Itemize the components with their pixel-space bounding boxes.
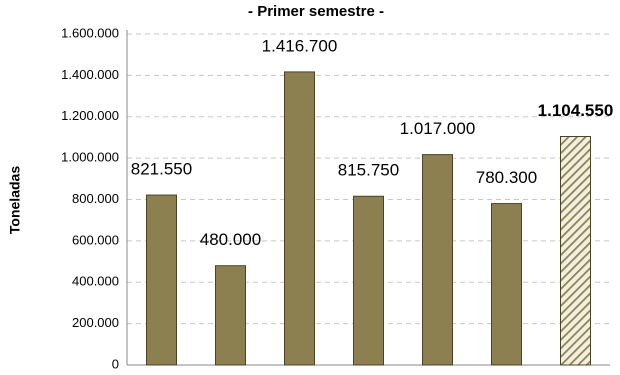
bar — [146, 194, 177, 366]
y-tick-label: 1.400.000 — [61, 67, 119, 82]
value-label: 780.300 — [476, 168, 537, 187]
y-tick-label: 1.200.000 — [61, 108, 119, 123]
chart-title: - Primer semestre - — [248, 3, 384, 20]
y-tick-label: 0 — [112, 356, 119, 371]
y-tick-label: 600.000 — [72, 232, 119, 247]
y-axis-label: Toneladas — [7, 166, 23, 234]
y-tick-label: 200.000 — [72, 315, 119, 330]
bar — [491, 203, 522, 366]
bar — [560, 135, 591, 366]
bar — [353, 195, 384, 366]
value-label: 1.104.550 — [538, 101, 614, 120]
value-label: 480.000 — [200, 230, 261, 249]
value-label: 1.416.700 — [262, 36, 338, 55]
y-tick-label: 1.600.000 — [61, 25, 119, 40]
bar — [422, 154, 453, 366]
y-tick-label: 1.000.000 — [61, 150, 119, 165]
bar — [215, 265, 246, 366]
value-label: 821.550 — [131, 160, 192, 179]
y-tick-label: 400.000 — [72, 274, 119, 289]
value-label: 815.750 — [338, 161, 399, 180]
value-label: 1.017.000 — [400, 119, 476, 138]
bar — [284, 71, 315, 366]
y-tick-label: 800.000 — [72, 191, 119, 206]
